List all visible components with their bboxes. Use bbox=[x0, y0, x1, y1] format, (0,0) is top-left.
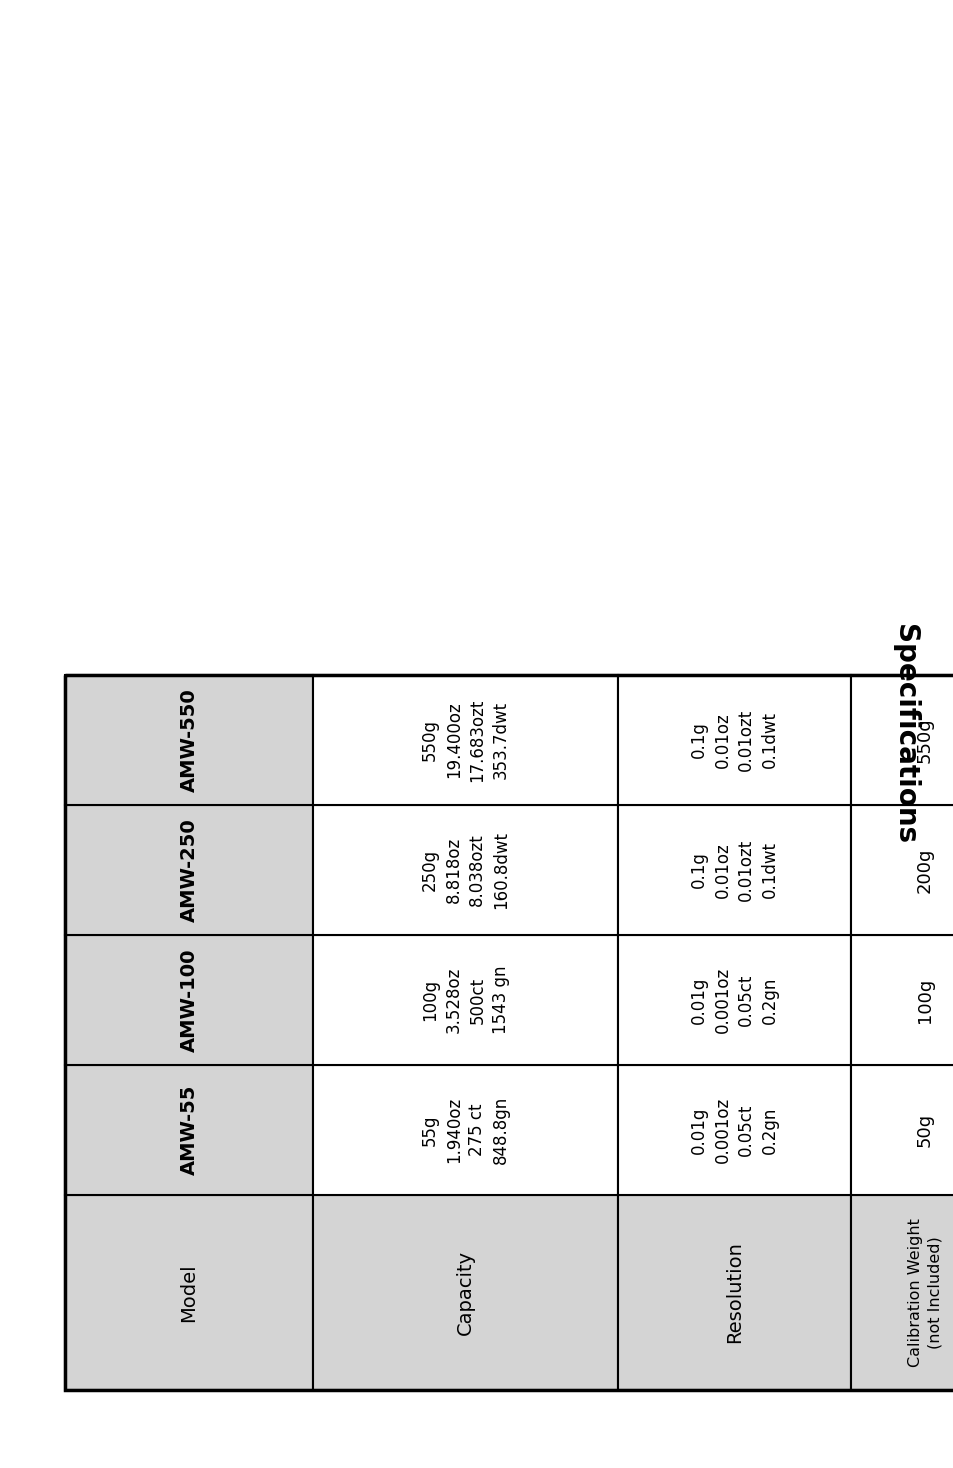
Text: 200g: 200g bbox=[915, 847, 933, 893]
Text: 550g
19.400oz
17.683ozt
353.7dwt: 550g 19.400oz 17.683ozt 353.7dwt bbox=[420, 699, 509, 781]
Text: Calibration Weight
(not Included): Calibration Weight (not Included) bbox=[906, 1218, 942, 1367]
Text: Model: Model bbox=[179, 1262, 198, 1321]
Bar bbox=[618, 675, 850, 804]
Text: AMW-550: AMW-550 bbox=[179, 688, 198, 791]
Text: Capacity: Capacity bbox=[456, 1249, 475, 1334]
Text: 0.01g
0.001oz
0.05ct
0.2gn: 0.01g 0.001oz 0.05ct 0.2gn bbox=[689, 967, 778, 1033]
Text: AMW-250: AMW-250 bbox=[179, 818, 198, 922]
Bar bbox=[313, 1195, 618, 1390]
Text: 550g: 550g bbox=[915, 718, 933, 763]
Text: 0.01g
0.001oz
0.05ct
0.2gn: 0.01g 0.001oz 0.05ct 0.2gn bbox=[689, 1097, 778, 1163]
Bar bbox=[65, 1064, 313, 1195]
Text: 50g: 50g bbox=[915, 1113, 933, 1147]
Text: AMW-100: AMW-100 bbox=[179, 948, 198, 1051]
Text: AMW-55: AMW-55 bbox=[179, 1085, 198, 1176]
Bar bbox=[313, 675, 618, 804]
Bar bbox=[850, 935, 953, 1064]
Bar bbox=[65, 675, 953, 1390]
Text: 0.1g
0.01oz
0.01ozt
0.1dwt: 0.1g 0.01oz 0.01ozt 0.1dwt bbox=[689, 838, 778, 901]
Bar bbox=[65, 804, 313, 935]
Bar bbox=[618, 935, 850, 1064]
Text: Specifications: Specifications bbox=[890, 624, 918, 844]
Bar bbox=[618, 804, 850, 935]
Text: 0.1g
0.01oz
0.01ozt
0.1dwt: 0.1g 0.01oz 0.01ozt 0.1dwt bbox=[689, 709, 778, 771]
Text: 55g
1.940oz
275 ct
848.8gn: 55g 1.940oz 275 ct 848.8gn bbox=[420, 1097, 509, 1164]
Bar bbox=[850, 804, 953, 935]
Text: 100g
3.528oz
500ct
1543 gn: 100g 3.528oz 500ct 1543 gn bbox=[420, 966, 509, 1035]
Bar bbox=[65, 675, 313, 804]
Bar bbox=[313, 1064, 618, 1195]
Bar bbox=[618, 1195, 850, 1390]
Bar bbox=[65, 1195, 313, 1390]
Bar bbox=[65, 935, 313, 1064]
Text: 100g: 100g bbox=[915, 978, 933, 1023]
Bar bbox=[850, 675, 953, 804]
Bar bbox=[850, 1195, 953, 1390]
Bar bbox=[618, 1064, 850, 1195]
Bar bbox=[313, 935, 618, 1064]
Bar bbox=[313, 804, 618, 935]
Bar bbox=[850, 1064, 953, 1195]
Text: 250g
8.818oz
8.038ozt
160.8dwt: 250g 8.818oz 8.038ozt 160.8dwt bbox=[420, 831, 509, 909]
Text: Resolution: Resolution bbox=[724, 1242, 743, 1343]
